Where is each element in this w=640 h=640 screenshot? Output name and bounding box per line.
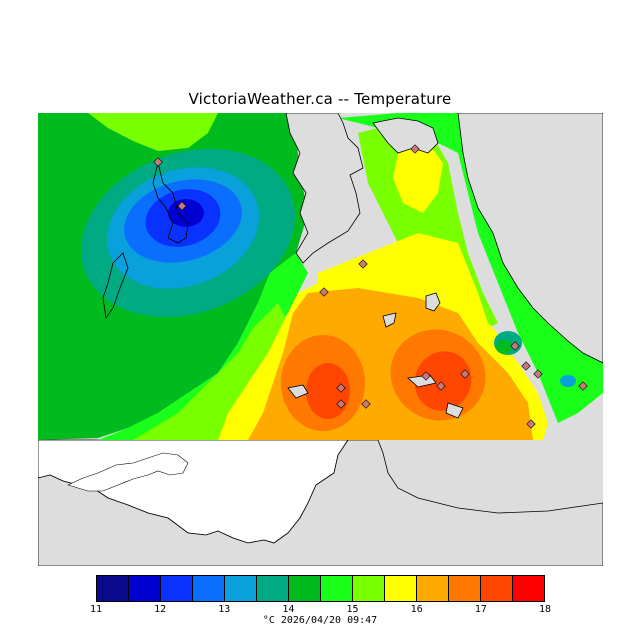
color-scale-swatch [353, 576, 385, 601]
color-scale-swatch [417, 576, 449, 601]
land-inlet-east [372, 117, 439, 154]
inlet-water [152, 162, 189, 244]
station-marker[interactable] [526, 419, 536, 429]
color-scale-swatch [481, 576, 513, 601]
contour-east-tip-cyan [560, 375, 576, 387]
color-scale-swatch [513, 576, 544, 601]
unit-label: °C [262, 615, 275, 626]
color-scale-tick-label: 13 [218, 604, 231, 615]
station-marker[interactable] [421, 371, 431, 381]
weather-stations[interactable] [153, 144, 588, 429]
color-scale-swatch [161, 576, 193, 601]
station-marker[interactable] [336, 399, 346, 409]
color-scale-ticks: 11 12 13 14 15 16 17 18 [90, 604, 551, 618]
station-marker[interactable] [578, 381, 588, 391]
color-scale-legend [96, 575, 545, 602]
contour-navy [168, 199, 204, 227]
color-scale-tick-label: 12 [154, 604, 167, 615]
station-marker[interactable] [361, 399, 371, 409]
color-scale-tick-label: 11 [89, 604, 103, 615]
color-scale-swatch [449, 576, 481, 601]
color-scale-tick-label: 17 [474, 604, 487, 615]
color-scale-swatch [193, 576, 225, 601]
timestamp: 2026/04/20 09:47 [280, 615, 378, 626]
station-marker[interactable] [358, 259, 368, 269]
land-right-side [457, 113, 603, 364]
temperature-map[interactable] [38, 113, 603, 566]
color-scale-tick-label: 16 [410, 604, 423, 615]
land-northeast [285, 113, 364, 264]
chart-title: VictoriaWeather.ca -- Temperature [188, 90, 452, 108]
color-scale-tick-label: 14 [282, 604, 295, 615]
color-scale-bar [96, 575, 545, 602]
color-scale-tick-label: 18 [538, 604, 552, 615]
island-2 [382, 312, 397, 328]
color-scale-swatch [257, 576, 289, 601]
contour-15-16-nw [88, 113, 218, 151]
color-scale-swatch [385, 576, 417, 601]
station-marker[interactable] [153, 157, 163, 167]
island-3 [287, 384, 309, 399]
contour-redorange-east [414, 351, 472, 411]
island-5 [445, 402, 464, 419]
station-marker[interactable] [533, 369, 543, 379]
contour-saanich-yellow [393, 143, 443, 213]
contour-yg-south [133, 303, 288, 440]
color-scale-swatch [129, 576, 161, 601]
color-scale-swatch [289, 576, 321, 601]
color-scale-swatch [321, 576, 353, 601]
island-white-small [67, 452, 189, 492]
station-marker[interactable] [410, 144, 420, 154]
station-marker[interactable] [510, 341, 520, 351]
footer-unit-date: °C 2026/04/20 09:47 [0, 615, 640, 626]
color-scale-tick-label: 15 [346, 604, 359, 615]
station-marker[interactable] [436, 381, 446, 391]
color-scale-swatch [225, 576, 257, 601]
station-marker[interactable] [460, 369, 470, 379]
color-scale-swatch [97, 576, 129, 601]
contour-east-tip-green [496, 340, 512, 354]
coastline-land-bottom [38, 439, 603, 566]
station-marker[interactable] [336, 383, 346, 393]
contour-redorange-west [306, 363, 350, 419]
station-marker[interactable] [319, 287, 329, 297]
inlet-water-2 [102, 252, 129, 320]
station-marker[interactable] [521, 361, 531, 371]
island-1 [425, 292, 441, 312]
station-marker[interactable] [177, 201, 187, 211]
